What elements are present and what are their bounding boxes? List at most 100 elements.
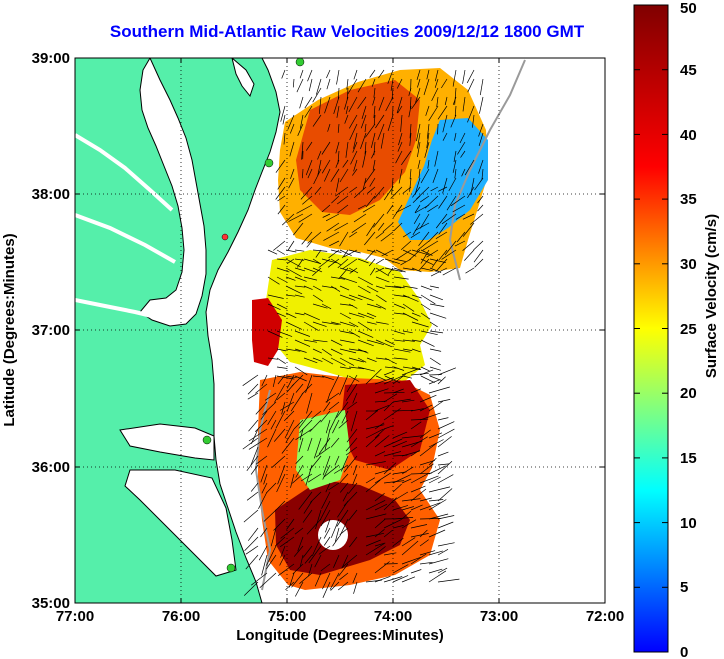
velocity-vector xyxy=(348,509,358,521)
velocity-vector xyxy=(327,123,331,132)
velocity-vector xyxy=(337,581,349,591)
velocity-vector xyxy=(329,374,340,394)
velocity-vector xyxy=(290,168,295,180)
velocity-vector xyxy=(420,303,431,311)
velocity-vector xyxy=(454,240,466,247)
velocity-vector xyxy=(413,213,421,224)
velocity-vector xyxy=(352,141,358,153)
velocity-vector xyxy=(426,69,430,80)
velocity-vector xyxy=(353,581,358,594)
velocity-vector xyxy=(382,222,394,233)
velocity-vector xyxy=(341,554,349,569)
velocity-vector xyxy=(288,213,304,222)
velocity-vector xyxy=(344,96,349,110)
velocity-vector xyxy=(247,392,259,400)
velocity-vector xyxy=(428,465,446,475)
velocity-vector xyxy=(365,428,384,439)
velocity-vector xyxy=(467,78,475,93)
velocity-vector xyxy=(390,78,394,91)
velocity-vector xyxy=(304,554,313,564)
velocity-vector xyxy=(368,258,376,267)
velocity-vector xyxy=(348,375,360,382)
velocity-vector xyxy=(357,276,373,286)
velocity-vector xyxy=(428,379,441,385)
velocity-vector xyxy=(254,419,268,432)
velocity-vector xyxy=(375,303,387,310)
velocity-vector xyxy=(429,303,445,307)
velocity-vector xyxy=(374,503,388,511)
velocity-vector xyxy=(309,419,322,433)
velocity-vector xyxy=(348,249,361,254)
velocity-vector xyxy=(462,240,475,251)
velocity-vector xyxy=(473,249,484,263)
velocity-vector xyxy=(400,114,403,132)
velocity-vector xyxy=(366,357,377,363)
velocity-vector xyxy=(362,177,367,190)
velocity-vector xyxy=(383,402,393,412)
velocity-vector xyxy=(338,419,349,429)
velocity-vector xyxy=(315,446,331,458)
velocity-vector xyxy=(353,132,358,149)
velocity-vector xyxy=(279,536,295,548)
velocity-vector xyxy=(362,150,367,168)
velocity-vector xyxy=(437,451,449,457)
velocity-vector xyxy=(392,398,411,403)
velocity-vector xyxy=(401,506,414,511)
velocity-vector xyxy=(321,303,332,310)
velocity-vector xyxy=(478,132,484,147)
velocity-vector xyxy=(351,222,367,233)
velocity-vector xyxy=(319,500,331,521)
velocity-vector xyxy=(398,168,403,184)
velocity-vector xyxy=(441,249,457,260)
velocity-vector xyxy=(348,312,365,318)
velocity-vector xyxy=(284,419,295,439)
velocity-vector xyxy=(339,321,356,327)
velocity-vector xyxy=(446,195,457,211)
velocity-vector xyxy=(376,258,385,265)
velocity-vector xyxy=(261,554,268,576)
velocity-vector xyxy=(387,114,394,132)
velocity-vector xyxy=(383,375,404,385)
velocity-vector xyxy=(308,563,313,577)
velocity-vector xyxy=(411,339,422,342)
velocity-vector xyxy=(348,96,358,113)
velocity-vector xyxy=(267,249,278,255)
velocity-vector xyxy=(392,474,411,484)
velocity-vector xyxy=(276,473,286,493)
velocity-vector xyxy=(409,132,412,146)
velocity-vector xyxy=(393,339,405,342)
velocity-vector xyxy=(321,141,331,155)
albemarle-sound xyxy=(119,423,215,461)
velocity-vector xyxy=(400,258,412,266)
velocity-vector xyxy=(416,123,421,142)
velocity-vector xyxy=(302,195,313,205)
velocity-vector xyxy=(414,204,430,214)
velocity-vector xyxy=(293,419,304,430)
velocity-vector xyxy=(275,186,286,200)
velocity-vector xyxy=(410,421,422,430)
velocity-vector xyxy=(410,231,421,238)
velocity-vector xyxy=(437,474,454,484)
velocity-vector xyxy=(360,132,367,150)
velocity-vector xyxy=(402,249,417,257)
velocity-vector xyxy=(412,186,421,198)
velocity-vector xyxy=(277,195,286,202)
velocity-vector xyxy=(292,78,295,88)
velocity-vector xyxy=(311,536,322,556)
velocity-vector xyxy=(277,464,286,485)
velocity-vector xyxy=(419,497,432,502)
velocity-vector xyxy=(396,249,412,260)
velocity-vector xyxy=(410,488,427,502)
colorbar-tick-label: 0 xyxy=(680,644,688,659)
velocity-vector xyxy=(437,367,457,376)
velocity-vector xyxy=(336,195,349,205)
velocity-vector xyxy=(250,482,259,492)
velocity-vector xyxy=(395,204,412,213)
velocity-vector xyxy=(275,410,286,429)
velocity-vector xyxy=(437,105,448,120)
velocity-vector xyxy=(330,321,341,325)
velocity-vector xyxy=(375,231,385,239)
velocity-vector xyxy=(258,545,268,561)
velocity-vector xyxy=(348,321,359,328)
velocity-vector xyxy=(299,572,313,584)
